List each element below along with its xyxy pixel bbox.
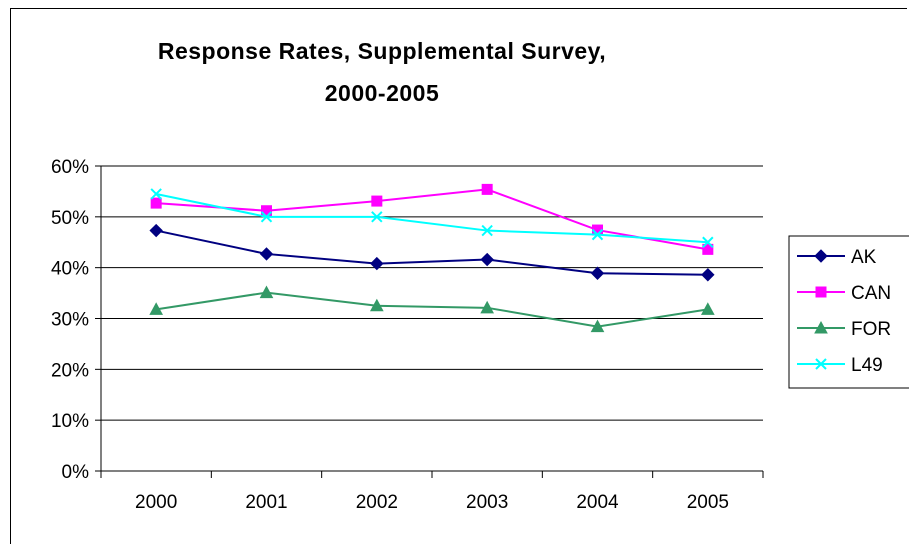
legend-marker-l49 — [815, 358, 827, 370]
data-point-l49 — [481, 224, 493, 237]
legend-label-ak: AK — [851, 247, 877, 268]
data-point-for — [369, 298, 384, 312]
legend: AK CAN FOR L49 — [788, 235, 909, 389]
data-point-l49-stroke — [481, 224, 493, 237]
data-point-l49 — [150, 188, 162, 200]
data-point-l49 — [591, 228, 604, 241]
data-point-l49-stroke — [702, 236, 714, 248]
legend-marker-l49-stroke — [815, 358, 827, 370]
x-tick-label: 2005 — [687, 492, 729, 513]
data-point-l49 — [371, 211, 383, 223]
data-point-for — [480, 300, 495, 314]
series-line-l49 — [155, 192, 708, 244]
legend-label-for: FOR — [851, 319, 891, 340]
x-tick-label: 2002 — [356, 492, 398, 513]
data-point-ak — [480, 252, 494, 267]
data-point-l49-stroke — [260, 211, 273, 223]
chart-frame — [10, 8, 907, 544]
legend-label-can: CAN — [851, 283, 891, 304]
data-point-can — [150, 197, 162, 209]
x-tick-label: 2001 — [245, 492, 287, 513]
data-point-can — [371, 195, 383, 207]
legend-marker-for — [814, 320, 828, 334]
data-point-ak — [590, 266, 605, 280]
data-point-ak — [259, 247, 274, 261]
legend-label-l49: L49 — [851, 355, 883, 376]
series-line-can — [156, 188, 709, 251]
data-point-for — [149, 302, 164, 315]
legend-marker-ak — [814, 249, 828, 263]
data-point-l49-stroke — [150, 188, 162, 200]
data-point-can — [481, 183, 493, 195]
data-point-ak — [149, 223, 163, 238]
plot-area: 0% 10% 20% 30% 40% 50% 60% 2000 2001 2002 2003 2004… — [51, 157, 764, 513]
y-tick-label: 0% — [62, 462, 90, 483]
data-point-ak — [701, 268, 715, 282]
data-point-can — [702, 243, 714, 255]
legend-marker-can — [815, 286, 827, 298]
y-tick-label: 60% — [51, 157, 89, 178]
y-tick-label: 30% — [51, 310, 89, 331]
x-tick-label: 2003 — [466, 492, 508, 513]
series-line-for — [156, 291, 708, 328]
chart-title-line-1: Response Rates, Supplemental Survey, — [158, 38, 606, 64]
data-point-l49 — [260, 211, 273, 223]
chart-title: Response Rates, Supplemental Survey, 200… — [158, 38, 606, 106]
x-tick-label: 2000 — [135, 492, 177, 513]
data-point-l49-stroke — [371, 211, 383, 223]
data-point-ak — [370, 256, 384, 271]
data-point-l49 — [702, 236, 714, 248]
data-point-for — [700, 302, 715, 315]
data-point-l49-stroke — [591, 228, 604, 241]
y-tick-label: 10% — [51, 411, 89, 432]
y-tick-label: 40% — [51, 259, 89, 280]
y-tick-label: 20% — [51, 360, 89, 381]
chart-title-line-2: 2000-2005 — [325, 80, 440, 106]
y-tick-label: 50% — [51, 208, 89, 229]
legend-box — [788, 235, 909, 389]
x-tick-label: 2004 — [576, 492, 619, 513]
data-point-for — [590, 319, 605, 333]
series-line-ak — [155, 229, 708, 276]
data-point-for — [259, 285, 274, 299]
